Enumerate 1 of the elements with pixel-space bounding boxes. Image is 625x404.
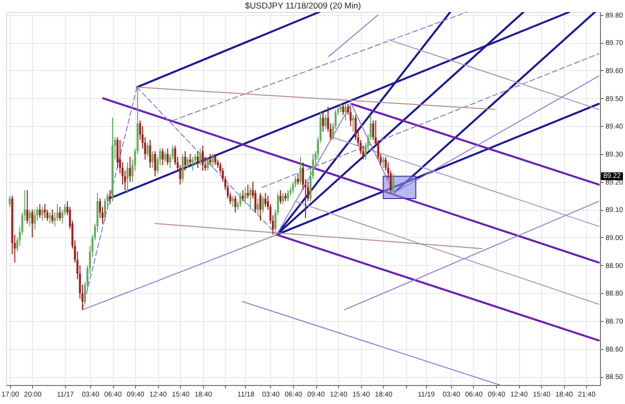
chart-title: $USDJPY 11/18/2009 (20 Min) — [245, 0, 362, 10]
